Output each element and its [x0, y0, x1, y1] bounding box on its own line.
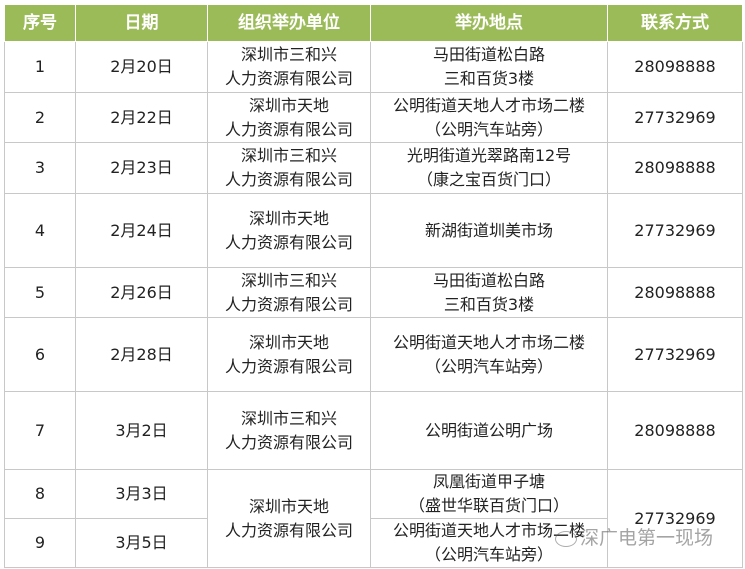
org-line: 人力资源有限公司 — [224, 432, 353, 452]
org-line: 深圳市三和兴 — [240, 408, 337, 428]
row-number: 6 — [4, 317, 76, 392]
organizer-cell: 深圳市三和兴 人力资源有限公司 — [207, 142, 371, 194]
table-row: 6 2月28日 深圳市天地 人力资源有限公司 公明街道天地人才市场二楼 （公明汽车站旁） 2… — [4, 317, 743, 392]
location-cell: 公明街道天地人才市场二楼 （公明汽车站旁） — [370, 518, 608, 568]
row-number: 3 — [4, 142, 76, 194]
place-line: 公明街道公明广场 — [424, 420, 553, 440]
organizer-cell: 深圳市三和兴 人力资源有限公司 — [207, 41, 371, 93]
date-cell: 3月2日 — [75, 391, 208, 470]
contact-cell: 28098888 — [607, 142, 743, 194]
location-cell: 公明街道公明广场 — [370, 391, 608, 470]
date-cell: 2月23日 — [75, 142, 208, 194]
table-row: 4 2月24日 深圳市天地 人力资源有限公司 新湖街道圳美市场 27732969 — [4, 193, 743, 268]
org-line: 人力资源有限公司 — [224, 69, 353, 88]
header-organizer: 组织举办单位 — [207, 4, 371, 42]
table-row: 3 2月23日 深圳市三和兴 人力资源有限公司 光明街道光翠路南12号 （康之宝百货门口）… — [4, 142, 743, 194]
row-number: 8 — [4, 469, 76, 519]
header-date: 日期 — [75, 4, 208, 42]
location-cell: 凤凰街道甲子塘 （盛世华联百货门口） — [370, 469, 608, 519]
organizer-cell: 深圳市天地人力资源有限公司 — [207, 317, 371, 392]
place-line: 公明街道天地人才市场二楼 — [392, 95, 585, 115]
place-line: （公明汽车站旁） — [424, 545, 553, 564]
org-line: 深圳市天地 — [248, 95, 329, 115]
date-cell: 3月3日 — [75, 469, 208, 519]
location-cell: 公明街道天地人才市场二楼 （公明汽车站旁） — [370, 92, 608, 143]
place-line: 凤凰街道甲子塘 — [432, 472, 545, 491]
organizer-cell: 深圳市天地人力资源有限公司 — [207, 92, 371, 143]
org-line: 人力资源有限公司 — [224, 232, 353, 252]
org-line: 深圳市天地 — [248, 496, 329, 516]
contact-cell: 28098888 — [607, 267, 743, 318]
place-line: （康之宝百货门口） — [416, 170, 561, 189]
date-cell: 2月24日 — [75, 193, 208, 268]
location-cell: 新湖街道圳美市场 — [370, 193, 608, 268]
contact-cell: 27732969 — [607, 92, 743, 143]
table-row: 2 2月22日 深圳市天地 人力资源有限公司 公明街道天地人才市场二楼 （公明汽车站旁） 2… — [4, 92, 743, 143]
date-cell: 2月26日 — [75, 267, 208, 318]
org-line: 人力资源有限公司 — [224, 520, 353, 540]
table-row: 1 2月20日 深圳市三和兴 人力资源有限公司 马田街道松白路 三和百货3楼 2809888… — [4, 41, 743, 93]
row-number: 4 — [4, 193, 76, 268]
header-row: 序号 日期 组织举办单位 举办地点 联系方式 — [4, 4, 743, 42]
location-cell: 光明街道光翠路南12号 （康之宝百货门口） — [370, 142, 608, 194]
org-line: 深圳市三和兴 — [240, 146, 337, 165]
watermark: 深广电第一现场 — [555, 523, 713, 550]
place-line: 马田街道松白路 — [432, 45, 545, 64]
org-line: 人力资源有限公司 — [224, 294, 353, 314]
header-contact: 联系方式 — [607, 4, 743, 42]
row-number: 7 — [4, 391, 76, 470]
place-line: 公明街道天地人才市场二楼 — [392, 521, 585, 540]
contact-cell: 27732969 — [607, 317, 743, 392]
place-line: 三和百货3楼 — [443, 294, 535, 314]
organizer-cell: 深圳市天地人力资源有限公司 — [207, 469, 371, 568]
row-number: 5 — [4, 267, 76, 318]
table-row: 8 3月3日深圳市天地人力资源有限公司 凤凰街道甲子塘 （盛世华联百货门口） 27732… — [4, 469, 743, 568]
date-cell: 2月28日 — [75, 317, 208, 392]
contact-cell: 27732969 — [607, 193, 743, 268]
header-location: 举办地点 — [370, 4, 608, 42]
place-line: 公明街道天地人才市场二楼 — [392, 332, 585, 352]
date-cell: 2月22日 — [75, 92, 208, 143]
table-row: 7 3月2日 深圳市三和兴 人力资源有限公司 公明街道公明广场 28098888 — [4, 391, 743, 470]
place-line: （公明汽车站旁） — [424, 119, 553, 139]
place-line: 马田街道松白路 — [432, 270, 545, 290]
contact-cell: 28098888 — [607, 391, 743, 470]
row-number: 9 — [4, 518, 76, 568]
org-line: 人力资源有限公司 — [224, 356, 353, 376]
watermark-text: 深广电第一现场 — [580, 527, 714, 549]
contact-cell: 28098888 — [607, 41, 743, 93]
org-line: 深圳市天地 — [248, 208, 329, 228]
place-line: （盛世华联百货门口） — [408, 496, 569, 515]
header-no: 序号 — [4, 4, 76, 42]
organizer-cell: 深圳市三和兴 人力资源有限公司 — [207, 267, 371, 318]
organizer-cell: 深圳市三和兴 人力资源有限公司 — [207, 391, 371, 470]
job-fair-schedule-table: 序号 日期 组织举办单位 举办地点 联系方式 1 2月20日 深圳市三和兴 人力资源有… — [4, 4, 743, 568]
contact-cell: 27732969 — [607, 469, 743, 568]
org-line: 深圳市三和兴 — [240, 45, 337, 64]
date-cell: 2月20日 — [75, 41, 208, 93]
location-cell: 马田街道松白路 三和百货3楼 — [370, 41, 608, 93]
table-row: 5 2月26日 深圳市三和兴 人力资源有限公司 马田街道松白路 三和百货3楼 2809888… — [4, 267, 743, 318]
row-number: 2 — [4, 92, 76, 143]
row-number: 1 — [4, 41, 76, 93]
place-line: 新湖街道圳美市场 — [424, 220, 553, 240]
date-cell: 3月5日 — [75, 518, 208, 568]
place-line: （公明汽车站旁） — [424, 356, 553, 376]
org-line: 人力资源有限公司 — [224, 119, 353, 139]
place-line: 光明街道光翠路南12号 — [406, 146, 572, 165]
table-row: 9 3月5日 公明街道天地人才市场二楼 （公明汽车站旁） — [4, 518, 743, 568]
organizer-cell: 深圳市天地人力资源有限公司 — [207, 193, 371, 268]
wechat-icon — [555, 530, 577, 547]
location-cell: 公明街道天地人才市场二楼 （公明汽车站旁） — [370, 317, 608, 392]
location-cell: 马田街道松白路 三和百货3楼 — [370, 267, 608, 318]
org-line: 深圳市天地 — [248, 332, 329, 352]
org-line: 人力资源有限公司 — [224, 170, 353, 189]
place-line: 三和百货3楼 — [443, 69, 535, 88]
org-line: 深圳市三和兴 — [240, 270, 337, 290]
